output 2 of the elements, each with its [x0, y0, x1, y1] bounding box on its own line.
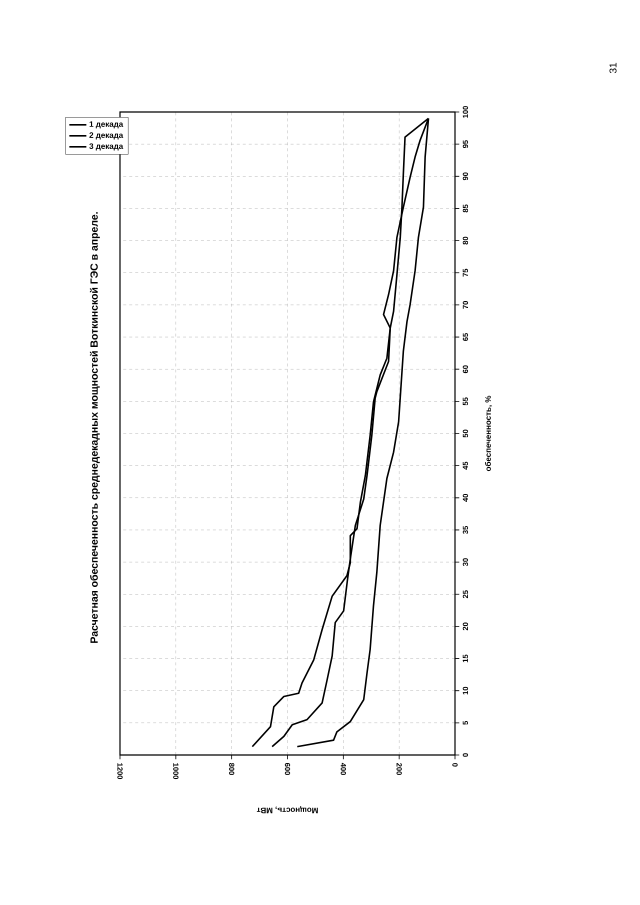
text: 31 [609, 62, 617, 74]
text: Расчетная обеспеченность среднедекадных мощностей Воткинской ГЭС в апреле. [90, 212, 100, 643]
